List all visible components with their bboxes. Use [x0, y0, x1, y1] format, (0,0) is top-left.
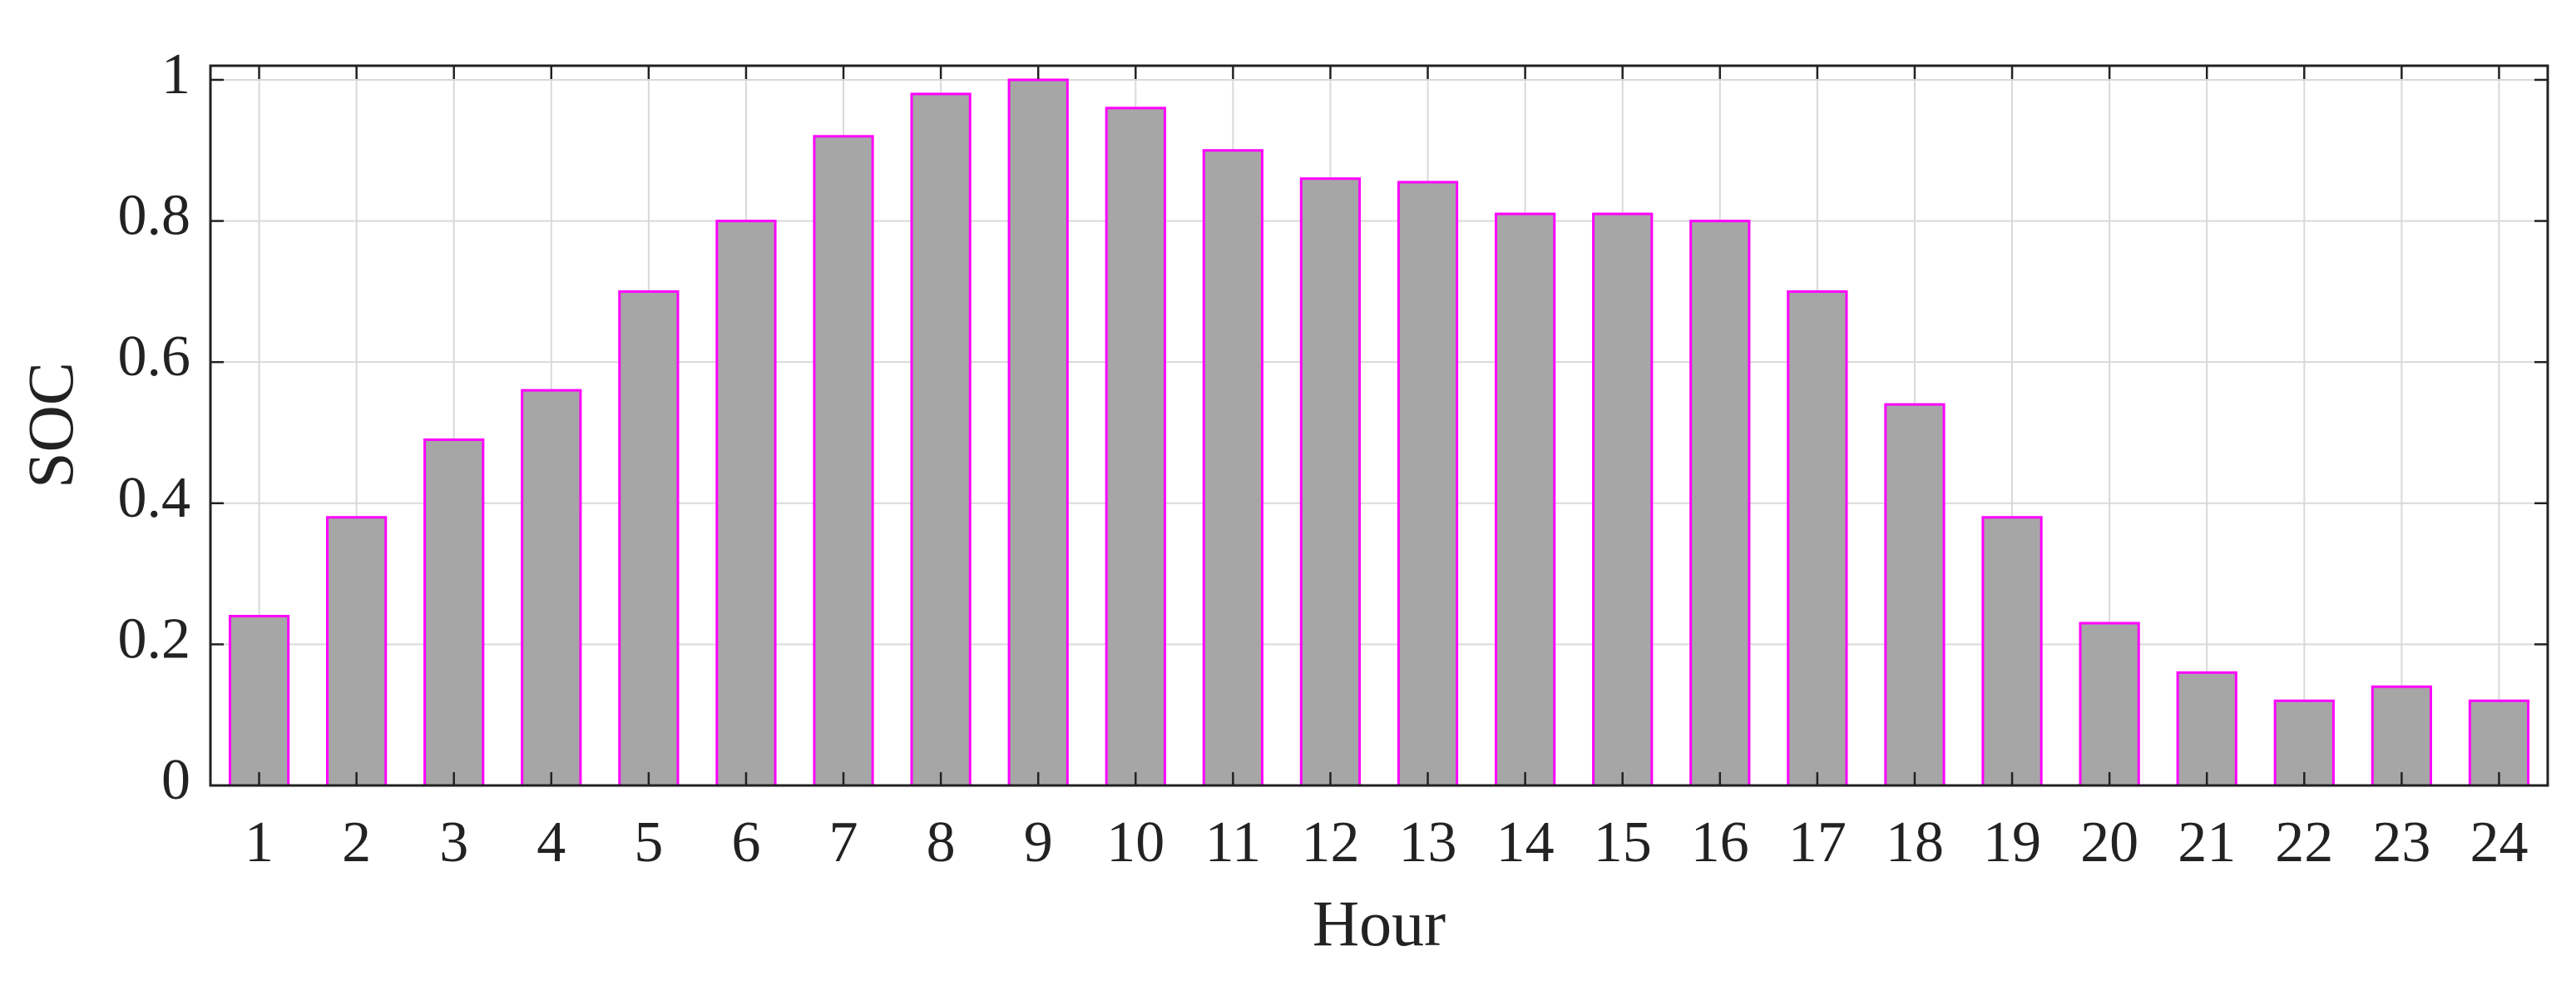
x-tick-label: 17	[1788, 810, 1847, 874]
bar	[715, 220, 777, 787]
x-tick-label: 12	[1301, 810, 1359, 874]
x-tick-label: 9	[1024, 810, 1053, 874]
x-tick-label: 10	[1106, 810, 1164, 874]
x-tick-label: 13	[1399, 810, 1457, 874]
bar	[423, 438, 485, 787]
x-tick-label: 4	[536, 810, 566, 874]
bar	[1202, 149, 1263, 787]
y-tick-label: 0.8	[118, 184, 191, 248]
x-tick-label: 22	[2275, 810, 2333, 874]
y-tick-label: 0.4	[118, 466, 191, 530]
bar	[1689, 220, 1751, 787]
bar	[1397, 181, 1459, 787]
bar	[1787, 290, 1848, 787]
bar	[1592, 212, 1654, 787]
x-tick-label: 11	[1205, 810, 1261, 874]
bar	[910, 92, 972, 787]
y-axis-label: SOC	[14, 362, 87, 488]
bar	[521, 389, 582, 787]
x-tick-label: 6	[731, 810, 760, 874]
x-tick-label: 19	[1983, 810, 2041, 874]
bar	[2468, 699, 2530, 787]
x-tick-label: 5	[634, 810, 663, 874]
x-tick-label: 7	[829, 810, 858, 874]
bar	[2371, 685, 2432, 787]
x-tick-label: 15	[1594, 810, 1652, 874]
y-tick-label: 0	[161, 748, 190, 812]
x-tick-label: 24	[2470, 810, 2528, 874]
y-tick-label: 0.2	[118, 607, 191, 671]
x-tick-label: 2	[342, 810, 371, 874]
x-tick-label: 8	[927, 810, 956, 874]
bar	[1299, 177, 1362, 787]
x-tick-label: 23	[2372, 810, 2430, 874]
x-tick-label: 18	[1886, 810, 1944, 874]
x-tick-label: 14	[1496, 810, 1555, 874]
x-tick-label: 1	[245, 810, 274, 874]
bar	[2079, 622, 2140, 787]
bar	[326, 516, 388, 787]
bar	[228, 614, 290, 787]
bar	[1007, 78, 1069, 787]
x-tick-label: 21	[2178, 810, 2236, 874]
x-tick-label: 16	[1691, 810, 1749, 874]
y-tick-label: 1	[161, 42, 190, 107]
bar	[1981, 516, 2043, 787]
x-tick-label: 3	[439, 810, 468, 874]
bar	[618, 290, 680, 787]
bar	[1495, 212, 1556, 787]
x-axis-label: Hour	[1313, 887, 1446, 959]
bar	[1105, 107, 1166, 787]
bar	[2176, 671, 2237, 787]
bar	[1884, 403, 1946, 787]
x-tick-label: 20	[2080, 810, 2138, 874]
axes-box	[209, 64, 2549, 787]
y-tick-label: 0.6	[118, 325, 191, 389]
bar	[813, 135, 874, 787]
